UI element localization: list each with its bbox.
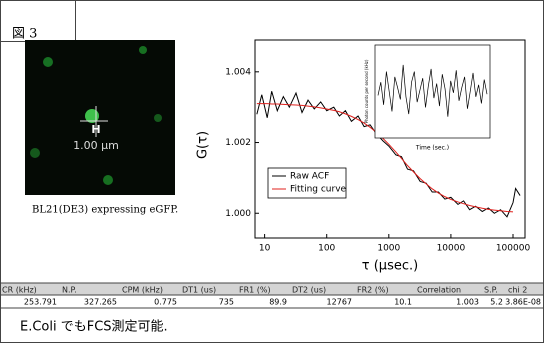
slide: 図 3 H 1.00 µm BL21(DE3) expressing eGFP.… [0,0,544,343]
table-cell: 327.265 [84,298,117,307]
caption: BL21(DE3) expressing eGFP. [32,205,178,216]
inset-frame [375,45,490,138]
table-cell: 3.86E-08 [505,298,541,307]
x-tick-label: 100 [318,244,335,254]
table-cell: 0.775 [154,298,177,307]
x-axis-label: τ (µsec.) [362,259,418,274]
table-header-cell: DT2 (us) [292,286,326,295]
x-tick-label: 10000 [437,244,466,254]
footer: E.Coli でもFCS測定可能. [20,320,168,335]
table-cell: 89.9 [269,298,287,307]
y-axis-label: G(τ) [196,131,211,159]
y-tick-label: 1.000 [225,209,251,219]
table-header-cell: DT1 (us) [182,286,216,295]
table-cell: 5.2 [490,298,503,307]
x-tick-label: 10 [259,244,271,254]
table-cell: 12767 [327,298,352,307]
table-header-cell: CR (kHz) [2,286,37,295]
x-tick-label: 1000 [377,244,400,254]
x-tick-label: 100000 [496,244,531,254]
table-header-cell: N.P. [62,286,77,295]
table-header-cell: chi 2 [508,286,527,295]
table-cell: 253.791 [24,298,57,307]
y-tick-label: 1.002 [225,138,251,148]
inset-y-label: Photon counts per second (kHz) [364,59,369,123]
table-header-bg [1,283,543,295]
inset-x-label: Time (sec.) [415,145,449,152]
table-header-cell: Correlation [417,286,461,295]
marker-label: H [91,123,100,136]
table-header-cell: S.P. [484,286,498,295]
table-header-cell: CPM (kHz) [122,286,163,295]
table-cell: 1.003 [456,298,479,307]
legend-label: Fitting curve [290,185,347,195]
table-cell: 10.1 [394,298,412,307]
micrograph: H 1.00 µm [25,40,175,195]
legend-label: Raw ACF [290,172,329,182]
table-cell: 735 [219,298,234,307]
y-tick-label: 1.004 [225,67,251,77]
figure-label: 図 3 [12,27,37,42]
table-header-cell: FR1 (%) [239,286,271,295]
table-header-cell: FR2 (%) [357,286,389,295]
scale-label: 1.00 µm [73,139,119,152]
page: 図 3 H 1.00 µm BL21(DE3) expressing eGFP.… [0,0,544,343]
